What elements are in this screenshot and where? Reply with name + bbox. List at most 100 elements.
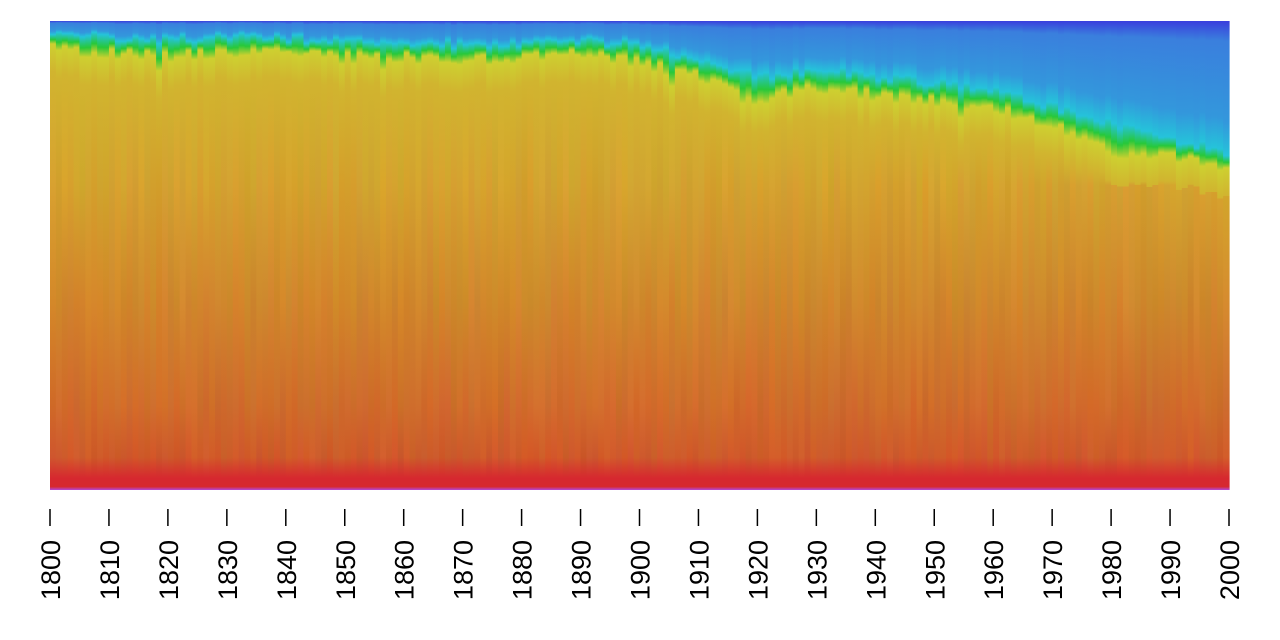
heatmap-column bbox=[244, 21, 252, 490]
heatmap-column bbox=[834, 21, 841, 490]
heatmap-column bbox=[551, 21, 558, 490]
heatmap-column bbox=[1087, 21, 1095, 490]
heatmap-column bbox=[598, 21, 605, 490]
heatmap-column bbox=[975, 21, 982, 490]
heatmap-column bbox=[1170, 21, 1177, 490]
heatmap-column bbox=[922, 21, 929, 490]
heatmap-column bbox=[486, 21, 493, 490]
heatmap-column bbox=[344, 21, 352, 490]
heatmap-column bbox=[940, 21, 947, 490]
heatmap-column bbox=[586, 21, 593, 490]
heatmap-column bbox=[786, 21, 794, 490]
heatmap-column bbox=[845, 21, 853, 490]
heatmap-column bbox=[1016, 21, 1024, 490]
heatmap-column bbox=[875, 21, 882, 490]
heatmap-column bbox=[1075, 21, 1083, 490]
heatmap-column bbox=[863, 21, 870, 490]
x-tick-label: 1920 bbox=[743, 540, 773, 600]
heatmap-column bbox=[1211, 21, 1218, 490]
heatmap-column bbox=[757, 21, 764, 490]
heatmap-column bbox=[745, 21, 753, 490]
heatmap-column bbox=[238, 21, 246, 490]
heatmap-column bbox=[727, 21, 735, 490]
heatmap-column bbox=[232, 21, 240, 490]
heatmap-column bbox=[851, 21, 859, 490]
heatmap-column bbox=[798, 21, 806, 490]
heatmap-column bbox=[444, 21, 452, 490]
heatmap-column bbox=[203, 21, 210, 490]
heatmap-column bbox=[1010, 21, 1018, 490]
heatmap-column bbox=[1158, 21, 1165, 490]
heatmap-column bbox=[297, 21, 305, 490]
heatmap-column bbox=[50, 21, 57, 490]
heatmap-column bbox=[722, 21, 729, 490]
heatmap-column bbox=[450, 21, 458, 490]
heatmap-column bbox=[356, 21, 364, 490]
heatmap-column bbox=[191, 21, 198, 490]
heatmap-column bbox=[810, 21, 817, 490]
x-tick-label: 1870 bbox=[449, 540, 479, 600]
heatmap-column bbox=[480, 21, 487, 490]
heatmap-column bbox=[981, 21, 988, 490]
heatmap-column bbox=[120, 21, 128, 490]
heatmap-column bbox=[209, 21, 216, 490]
heatmap-column bbox=[987, 21, 994, 490]
heatmap-column bbox=[527, 21, 534, 490]
x-tick-label: 1860 bbox=[390, 540, 420, 600]
heatmap-column bbox=[368, 21, 375, 490]
x-tick-label: 1900 bbox=[626, 540, 656, 600]
heatmap-column bbox=[1134, 21, 1142, 490]
x-tick-label: 1880 bbox=[508, 540, 538, 600]
heatmap-column bbox=[1181, 21, 1189, 490]
heatmap-column bbox=[291, 21, 299, 490]
heatmap-column bbox=[1164, 21, 1171, 490]
x-tick-label: 1950 bbox=[920, 540, 950, 600]
x-tick-label: 1930 bbox=[802, 540, 832, 600]
heatmap-column bbox=[456, 21, 464, 490]
heatmap-column bbox=[704, 21, 711, 490]
heatmap-column bbox=[716, 21, 723, 490]
heatmap-column bbox=[403, 21, 411, 490]
heatmap-column bbox=[462, 21, 470, 490]
heatmap-column bbox=[792, 21, 800, 490]
heatmap-column bbox=[1199, 21, 1207, 490]
heatmap-column bbox=[91, 21, 98, 490]
heatmap-column bbox=[733, 21, 741, 490]
heatmap-column bbox=[285, 21, 293, 490]
heatmap-column bbox=[386, 21, 393, 490]
x-tick-label: 1840 bbox=[272, 540, 302, 600]
heatmap-column bbox=[539, 21, 546, 490]
x-tick-label: 1800 bbox=[36, 540, 66, 600]
heatmap-column bbox=[739, 21, 747, 490]
heatmap-column bbox=[67, 21, 75, 490]
heatmap-column bbox=[492, 21, 499, 490]
heatmap-column bbox=[1128, 21, 1136, 490]
heatmap-column bbox=[1004, 21, 1012, 490]
heatmap-column bbox=[610, 21, 617, 490]
heatmap-column bbox=[332, 21, 340, 490]
heatmap-column bbox=[839, 21, 847, 490]
heatmap-column bbox=[274, 21, 281, 490]
heatmap-column bbox=[556, 21, 564, 490]
heatmap-column bbox=[627, 21, 635, 490]
heatmap-column bbox=[338, 21, 346, 490]
x-tick-label: 1810 bbox=[95, 540, 125, 600]
heatmap-column bbox=[138, 21, 145, 490]
heatmap-column bbox=[651, 21, 658, 490]
heatmap-column bbox=[887, 21, 894, 490]
heatmap-column bbox=[220, 21, 228, 490]
heatmap-column bbox=[61, 21, 69, 490]
heatmap-column bbox=[533, 21, 540, 490]
heatmap-column bbox=[309, 21, 316, 490]
heatmap-column bbox=[521, 21, 529, 490]
heatmap-column bbox=[1140, 21, 1148, 490]
heatmap-column bbox=[256, 21, 263, 490]
heatmap-column bbox=[468, 21, 476, 490]
heatmap-column bbox=[963, 21, 971, 490]
heatmap-column bbox=[769, 21, 776, 490]
heatmap-column bbox=[881, 21, 888, 490]
heatmap-column bbox=[268, 21, 275, 490]
heatmap-column bbox=[645, 21, 652, 490]
heatmap-column bbox=[1099, 21, 1106, 490]
